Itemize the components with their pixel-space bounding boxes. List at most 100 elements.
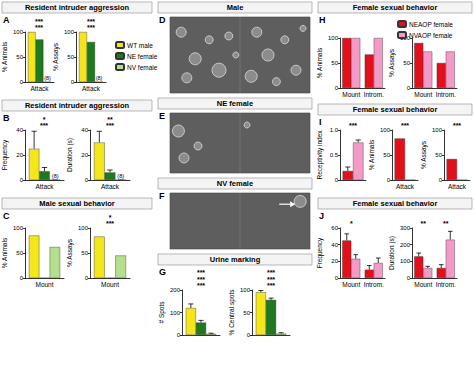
svg-text:***: *** <box>35 24 43 31</box>
svg-text:***: *** <box>40 122 48 129</box>
svg-text:Attack: Attack <box>448 183 467 190</box>
svg-text:***: *** <box>197 282 205 289</box>
svg-text:NV female: NV female <box>127 64 158 71</box>
svg-text:(8): (8) <box>96 75 103 81</box>
svg-text:Introm.: Introm. <box>436 91 456 98</box>
svg-text:Urine marking: Urine marking <box>210 255 261 264</box>
svg-text:% Central spots: % Central spots <box>228 289 236 336</box>
svg-text:100: 100 <box>400 258 411 264</box>
svg-text:0: 0 <box>85 275 89 281</box>
svg-text:Attack: Attack <box>101 183 120 190</box>
svg-text:50: 50 <box>331 60 338 66</box>
svg-text:100: 100 <box>78 225 89 231</box>
svg-text:NE female: NE female <box>217 99 253 108</box>
svg-text:0: 0 <box>407 85 411 91</box>
svg-text:0: 0 <box>335 85 339 91</box>
svg-text:50: 50 <box>81 250 88 256</box>
svg-text:**: ** <box>443 220 449 227</box>
svg-text:B: B <box>3 113 10 123</box>
svg-text:50: 50 <box>383 152 390 158</box>
svg-text:***: *** <box>401 122 409 129</box>
svg-text:40: 40 <box>81 127 88 133</box>
svg-text:Mount: Mount <box>414 281 432 288</box>
svg-text:A: A <box>3 15 10 25</box>
svg-text:0: 0 <box>335 177 339 183</box>
svg-text:Receptivity index: Receptivity index <box>316 130 324 180</box>
svg-text:0: 0 <box>247 332 251 338</box>
svg-text:***: *** <box>106 220 114 227</box>
svg-text:1.0: 1.0 <box>330 127 339 133</box>
svg-text:50: 50 <box>403 60 410 66</box>
svg-text:Male sexual behavior: Male sexual behavior <box>39 199 115 208</box>
svg-text:Mount: Mount <box>101 281 119 288</box>
svg-text:Introm.: Introm. <box>364 91 384 98</box>
svg-text:0: 0 <box>85 177 89 183</box>
svg-text:Mount: Mount <box>414 91 432 98</box>
svg-text:I: I <box>319 117 322 127</box>
svg-text:G: G <box>159 267 166 277</box>
svg-text:(8): (8) <box>117 173 124 179</box>
svg-text:C: C <box>3 211 10 221</box>
svg-text:Female sexual behavior: Female sexual behavior <box>353 3 438 12</box>
svg-text:0: 0 <box>335 275 339 281</box>
svg-text:% Assays: % Assays <box>66 238 74 267</box>
svg-text:Female sexual behavior: Female sexual behavior <box>353 199 438 208</box>
svg-text:Male: Male <box>227 3 244 12</box>
svg-text:% Assays: % Assays <box>388 48 396 77</box>
svg-text:H: H <box>319 15 326 25</box>
svg-text:% Assays: % Assays <box>52 42 60 71</box>
svg-text:Introm.: Introm. <box>364 281 384 288</box>
svg-text:% Animals: % Animals <box>316 47 323 78</box>
svg-text:20: 20 <box>81 152 88 158</box>
svg-text:% Animals: % Animals <box>1 237 8 268</box>
svg-text:E: E <box>159 111 165 121</box>
svg-text:Introm.: Introm. <box>436 281 456 288</box>
svg-text:# Spots: # Spots <box>158 301 166 324</box>
svg-text:Mount: Mount <box>35 281 53 288</box>
svg-text:60: 60 <box>331 225 338 231</box>
svg-text:200: 200 <box>400 242 411 248</box>
svg-text:50: 50 <box>16 54 23 60</box>
svg-text:Attack: Attack <box>30 85 49 92</box>
svg-text:100: 100 <box>240 287 251 293</box>
svg-text:0.5: 0.5 <box>330 152 339 158</box>
svg-text:40: 40 <box>16 127 23 133</box>
svg-text:50: 50 <box>243 310 250 316</box>
svg-text:Attack: Attack <box>82 85 101 92</box>
svg-text:20: 20 <box>331 258 338 264</box>
svg-text:Frequency: Frequency <box>316 237 324 268</box>
svg-text:% Animals: % Animals <box>368 139 375 170</box>
svg-text:100: 100 <box>13 29 24 35</box>
svg-text:J: J <box>319 211 324 221</box>
svg-text:Resident intruder aggression: Resident intruder aggression <box>25 101 130 110</box>
svg-text:**: ** <box>421 220 427 227</box>
svg-text:NVAOP female: NVAOP female <box>409 32 453 39</box>
svg-text:Mount: Mount <box>342 281 360 288</box>
svg-text:***: *** <box>106 122 114 129</box>
svg-text:0: 0 <box>20 275 24 281</box>
svg-text:(8): (8) <box>52 173 59 179</box>
svg-text:Mount: Mount <box>342 91 360 98</box>
svg-text:20: 20 <box>16 152 23 158</box>
svg-text:0: 0 <box>407 275 411 281</box>
svg-text:100: 100 <box>13 225 24 231</box>
svg-text:Duration (s): Duration (s) <box>388 236 396 270</box>
svg-text:***: *** <box>453 122 461 129</box>
svg-text:F: F <box>159 191 165 201</box>
svg-text:Attack: Attack <box>35 183 54 190</box>
svg-text:0: 0 <box>439 177 443 183</box>
svg-text:100: 100 <box>432 127 443 133</box>
svg-text:100: 100 <box>380 127 391 133</box>
svg-text:300: 300 <box>400 225 411 231</box>
svg-text:200: 200 <box>170 287 181 293</box>
svg-text:0: 0 <box>20 79 24 85</box>
svg-text:40: 40 <box>331 242 338 248</box>
svg-text:*: * <box>350 220 353 227</box>
svg-text:NE female: NE female <box>127 53 158 60</box>
svg-text:Female sexual behavior: Female sexual behavior <box>353 105 438 114</box>
svg-text:0: 0 <box>20 177 24 183</box>
svg-text:0: 0 <box>71 79 75 85</box>
svg-text:***: *** <box>87 24 95 31</box>
svg-text:100: 100 <box>170 310 181 316</box>
svg-text:% Animals: % Animals <box>1 41 8 72</box>
